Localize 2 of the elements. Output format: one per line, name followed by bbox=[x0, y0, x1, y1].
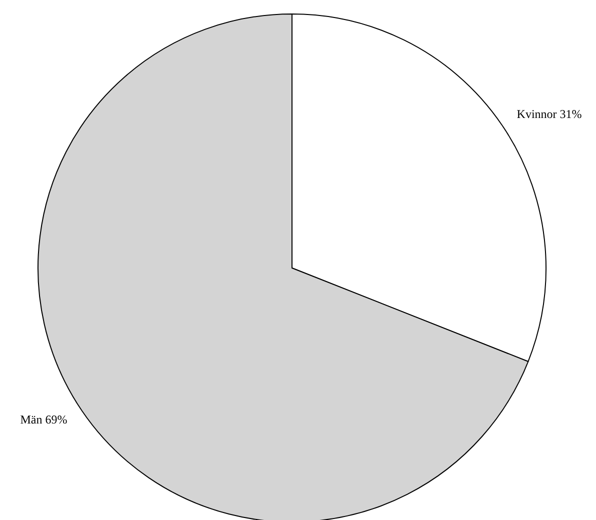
slice-label: Kvinnor 31% bbox=[516, 106, 582, 121]
slice-label: Män 69% bbox=[20, 412, 68, 427]
